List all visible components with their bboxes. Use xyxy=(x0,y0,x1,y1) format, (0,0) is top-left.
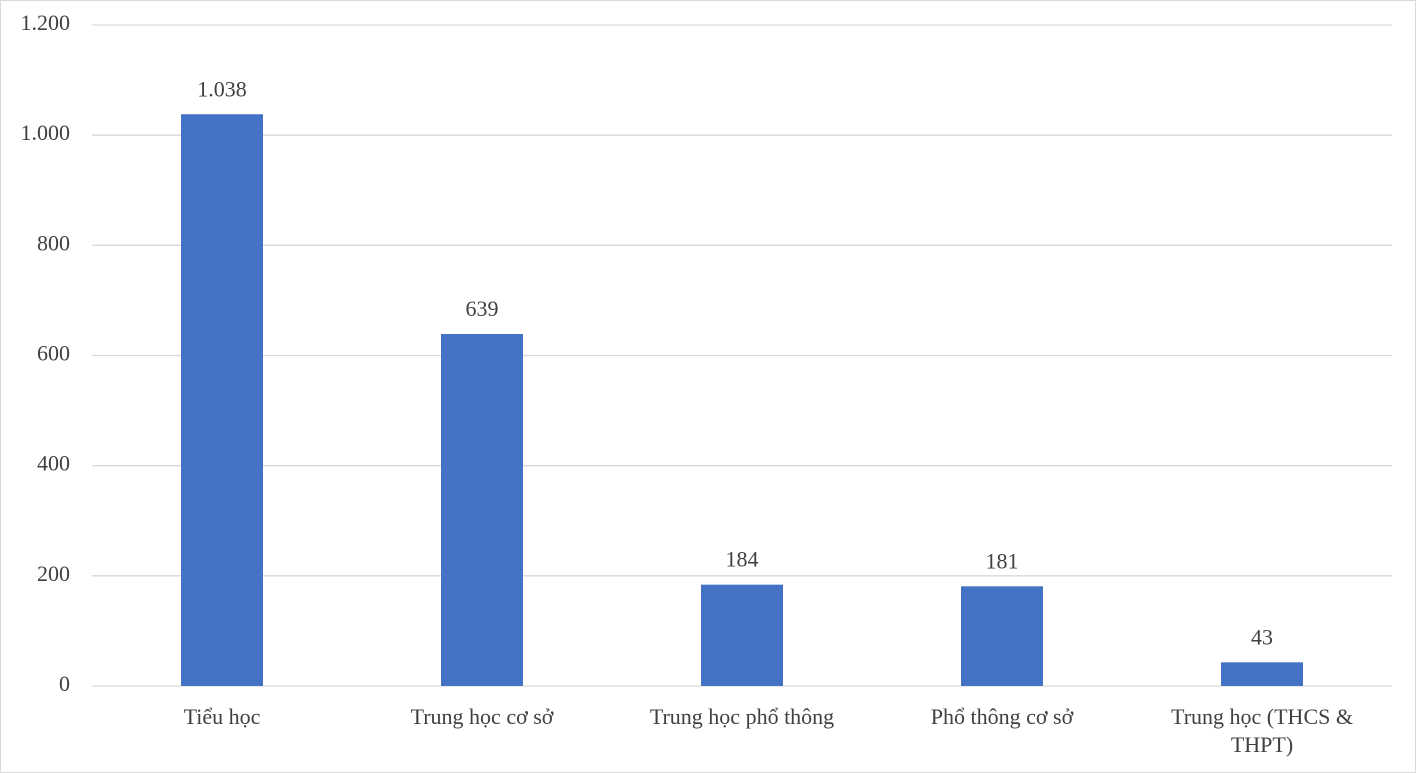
y-tick-label: 0 xyxy=(59,671,70,696)
y-tick-label: 1.200 xyxy=(21,10,71,35)
bar xyxy=(1221,662,1303,686)
y-tick-label: 400 xyxy=(37,451,70,476)
y-tick-label: 1.000 xyxy=(21,120,71,145)
value-label: 43 xyxy=(1251,624,1273,649)
value-label: 181 xyxy=(986,548,1019,573)
value-label: 1.038 xyxy=(197,76,247,101)
y-tick-label: 200 xyxy=(37,561,70,586)
value-label: 639 xyxy=(466,296,499,321)
x-tick-label: Tiểu học xyxy=(183,704,261,729)
x-tick-label: Trung học (THCS & THPT) xyxy=(1171,704,1353,757)
bar xyxy=(181,114,263,687)
bar xyxy=(441,334,523,686)
x-tick-label: Phổ thông cơ sở xyxy=(930,704,1074,729)
x-tick-label: Trung học cơ sở xyxy=(410,704,554,729)
y-tick-label: 800 xyxy=(37,230,70,255)
y-tick-label: 600 xyxy=(37,341,70,366)
value-label: 184 xyxy=(726,547,759,572)
x-tick-label: Trung học phổ thông xyxy=(649,704,835,729)
bar xyxy=(701,584,783,686)
bar xyxy=(961,586,1043,686)
